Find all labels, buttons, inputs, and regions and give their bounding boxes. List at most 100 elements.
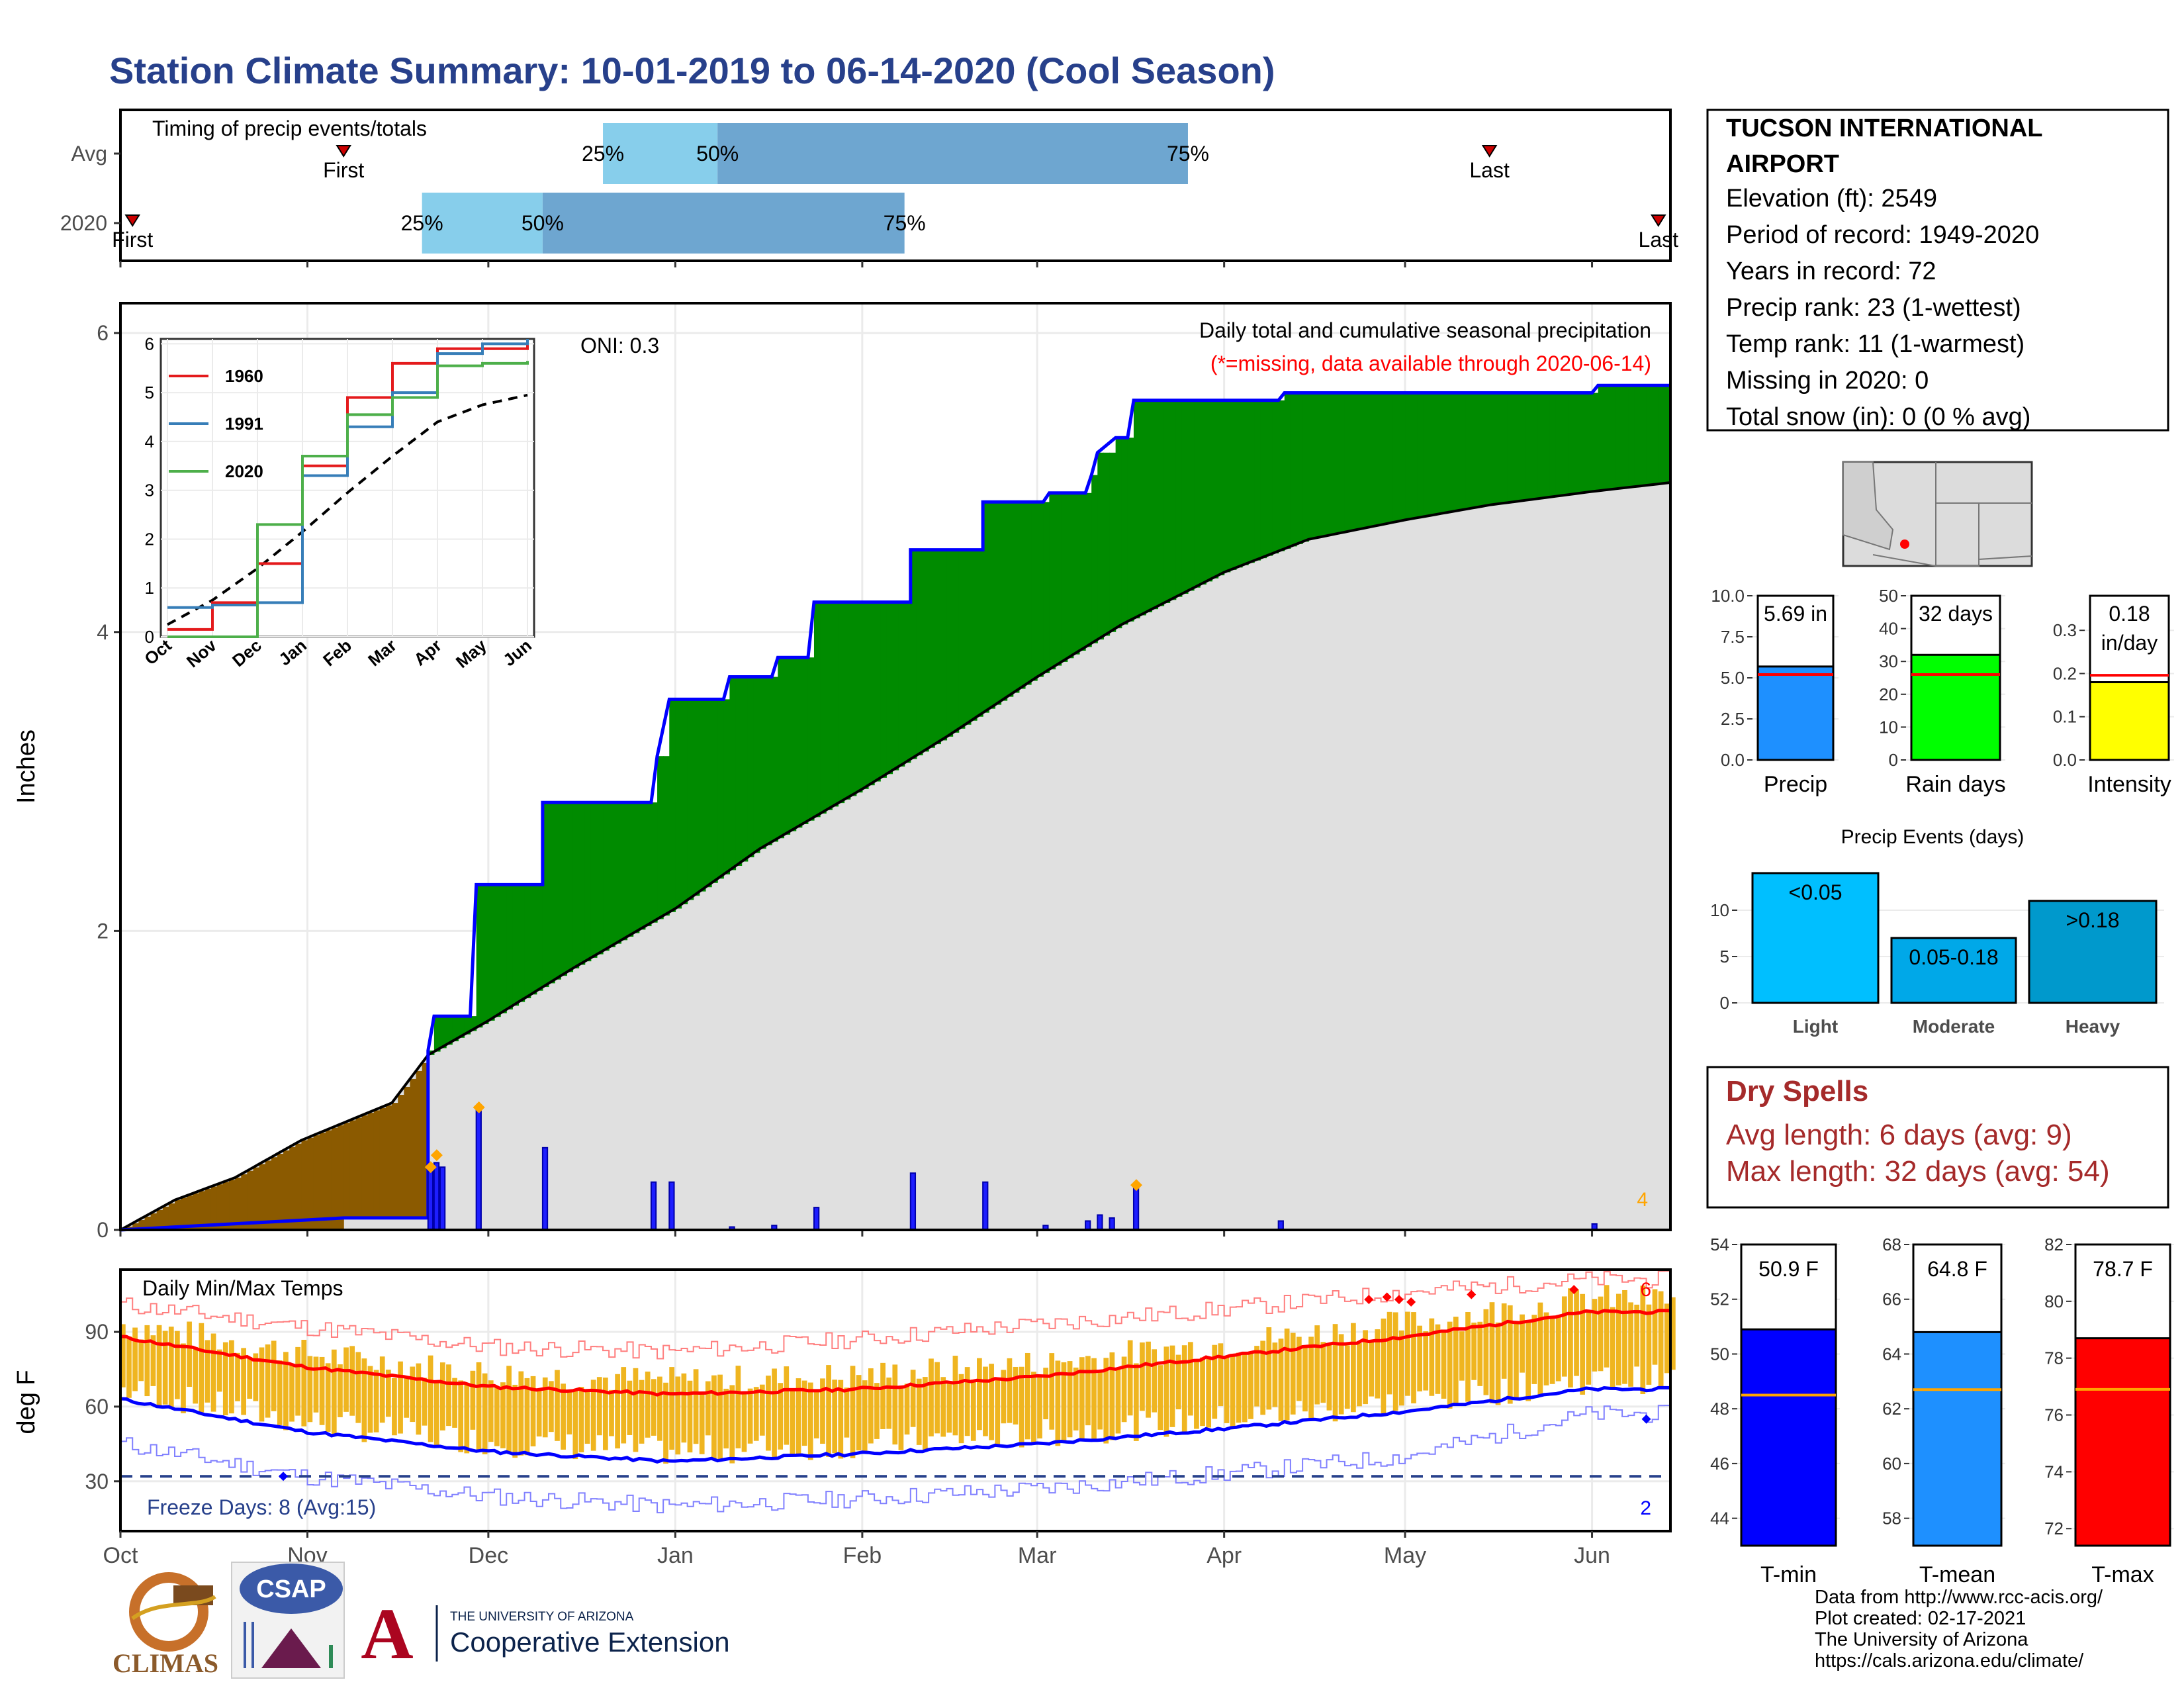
surplus-area xyxy=(1067,492,1074,659)
surplus-area xyxy=(567,802,574,972)
surplus-area xyxy=(1115,438,1122,629)
surplus-area xyxy=(500,884,507,1013)
daily-temp-bar xyxy=(1236,1352,1242,1423)
credit-plot-created: Plot created: 02-17-2021 xyxy=(1815,1608,2026,1629)
surplus-area xyxy=(838,602,845,804)
precip-panel: 0 2 4 6 xyxy=(97,303,1671,1242)
record-high-marker xyxy=(1364,1295,1374,1305)
timing-p50-label: 50% xyxy=(696,142,739,165)
x-axis-tick-label: Feb xyxy=(843,1543,882,1568)
precip-event-bin-label: >0.18 xyxy=(2066,908,2120,932)
daily-temp-bar xyxy=(524,1378,530,1456)
surplus-area xyxy=(892,602,899,771)
inset-y-tick-label: 1 xyxy=(145,578,154,598)
surplus-area xyxy=(1326,393,1334,536)
daily-temp-bar xyxy=(470,1370,476,1430)
daily-temp-bar xyxy=(1055,1360,1061,1446)
daily-temp-bar xyxy=(307,1356,313,1423)
daily-temp-bar xyxy=(989,1364,994,1440)
precip-events-title: Precip Events (days) xyxy=(1841,826,2025,848)
surplus-area xyxy=(1441,393,1448,514)
summary-bar-value-label: 0.18 xyxy=(2109,602,2150,626)
daily-temp-bar xyxy=(132,1327,138,1391)
daily-temp-bar xyxy=(572,1389,578,1460)
surplus-area xyxy=(784,657,791,835)
surplus-area xyxy=(952,549,960,733)
surplus-area xyxy=(910,549,917,759)
summary-bar-tick-label: 10 xyxy=(1879,717,1898,737)
surplus-area xyxy=(1447,393,1454,513)
last-event-label: Last xyxy=(1639,228,1679,252)
temp-summary-bar-t-max xyxy=(2074,1337,2171,1547)
daily-temp-bar xyxy=(120,1324,126,1387)
daily-temp-bar xyxy=(1085,1356,1091,1426)
summary-bar-name-label: Precip xyxy=(1764,772,1827,797)
surplus-area xyxy=(886,602,893,774)
deficit-area xyxy=(338,1125,344,1230)
daily-temp-bar xyxy=(663,1382,668,1464)
daily-temp-bar xyxy=(1465,1311,1471,1402)
daily-temp-bar xyxy=(1187,1342,1193,1416)
daily-temp-bar xyxy=(1146,1341,1151,1418)
temp-panel-label: Daily Min/Max Temps xyxy=(142,1276,343,1300)
surplus-area xyxy=(856,602,863,793)
daily-temp-bar xyxy=(156,1325,162,1409)
surplus-area xyxy=(832,602,839,807)
surplus-area xyxy=(1392,393,1400,523)
precip-y-tick-label: 6 xyxy=(97,321,109,345)
daily-temp-bar xyxy=(862,1380,868,1452)
surplus-area xyxy=(1260,400,1267,559)
summary-bar-tick-label: 40 xyxy=(1879,619,1898,639)
surplus-area xyxy=(1549,393,1557,497)
daily-temp-bar xyxy=(1097,1372,1103,1430)
daily-temp-bar xyxy=(910,1370,916,1427)
daily-temp-bar xyxy=(1308,1336,1314,1419)
surplus-area xyxy=(681,699,688,905)
precip-event-count: 4 xyxy=(1637,1189,1648,1211)
station-name-line1: TUCSON INTERNATIONAL xyxy=(1726,115,2043,142)
deficit-area xyxy=(367,1113,375,1218)
daily-temp-bar xyxy=(458,1380,464,1452)
temp-summary-tick-label: 48 xyxy=(1710,1399,1729,1419)
daily-temp-bar xyxy=(138,1339,144,1382)
timing-bar-25-50 xyxy=(603,123,718,184)
deficit-area xyxy=(331,1127,338,1230)
surplus-area xyxy=(880,602,887,778)
surplus-area xyxy=(1543,393,1551,498)
daily-temp-bar xyxy=(1555,1317,1561,1382)
surplus-area xyxy=(1537,393,1545,499)
temp-summary-value-label: 50.9 F xyxy=(1758,1257,1819,1281)
surplus-area xyxy=(729,677,737,870)
surplus-area xyxy=(772,677,778,842)
daily-temp-bar xyxy=(1278,1338,1284,1421)
daily-temp-bar xyxy=(241,1348,246,1415)
first-event-marker xyxy=(336,145,351,158)
daily-temp-bar xyxy=(210,1333,216,1412)
record-high-marker xyxy=(1569,1285,1579,1295)
surplus-area xyxy=(1266,400,1273,556)
station-snow: Total snow (in): 0 (0 % avg) xyxy=(1726,403,2030,431)
daily-temp-bar xyxy=(379,1356,385,1423)
surplus-area xyxy=(807,657,815,821)
surplus-area xyxy=(1489,393,1496,505)
daily-temp-bar xyxy=(1417,1325,1422,1391)
daily-temp-bar xyxy=(717,1374,723,1460)
daily-temp-bar xyxy=(355,1352,361,1423)
daily-temp-bar xyxy=(669,1367,674,1450)
daily-temp-bar xyxy=(1181,1345,1187,1433)
station-precip-rank: Precip rank: 23 (1-wettest) xyxy=(1726,294,2021,322)
record-high-marker xyxy=(1467,1289,1477,1299)
daily-temp-bar xyxy=(1537,1302,1543,1397)
surplus-area xyxy=(1471,393,1478,508)
temp-summary-tick-label: 78 xyxy=(2044,1348,2064,1368)
timing-bar-25-50 xyxy=(422,193,543,254)
daily-temp-bar xyxy=(1381,1318,1387,1417)
deficit-area xyxy=(398,1095,404,1218)
surplus-area xyxy=(615,802,621,944)
daily-temp-bar xyxy=(639,1380,645,1444)
daily-temp-bar xyxy=(844,1387,850,1438)
daily-temp-bar xyxy=(1297,1336,1302,1401)
daily-temp-bar xyxy=(1169,1345,1175,1427)
daily-temp-bar xyxy=(1067,1361,1073,1438)
